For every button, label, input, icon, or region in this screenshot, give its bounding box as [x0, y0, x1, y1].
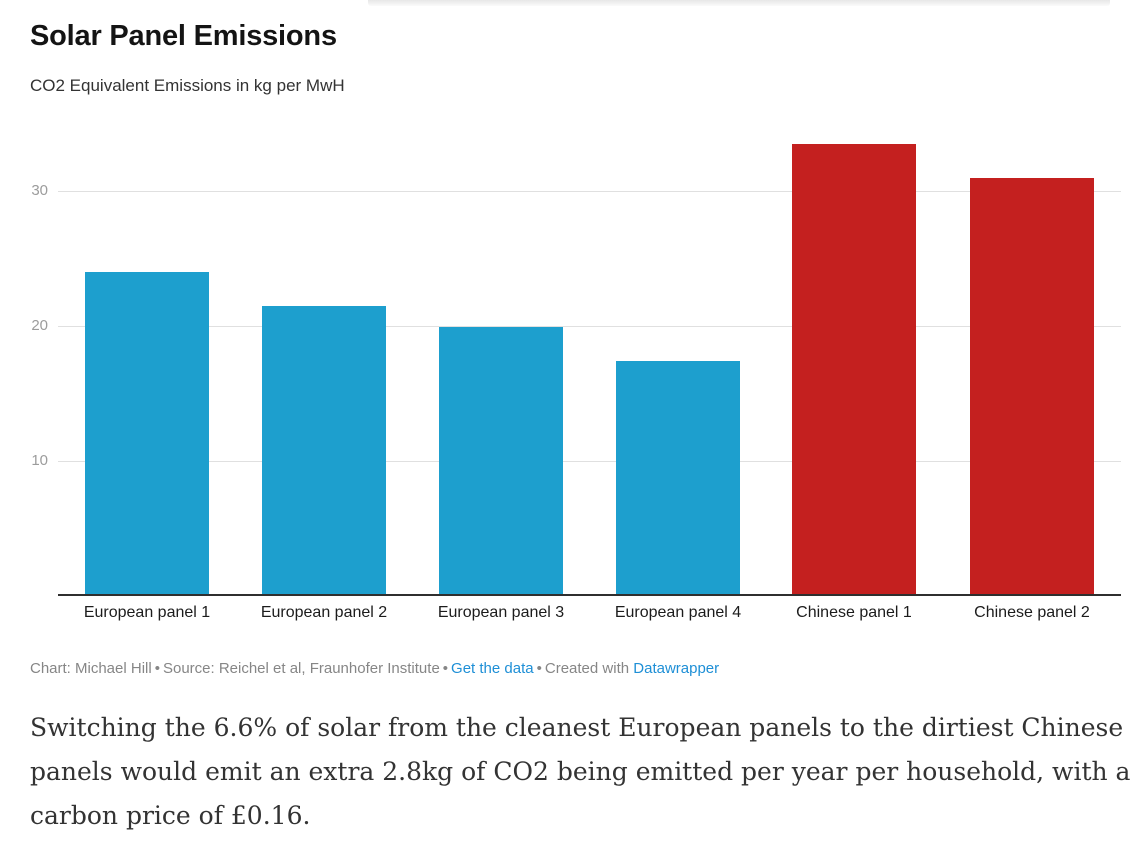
commentary-lines: Switching the 6.6% of solar from the cle…: [30, 706, 1130, 838]
footer-separator: •: [442, 660, 449, 677]
commentary-line: Switching the 6.6% of solar from the cle…: [30, 713, 1124, 742]
x-axis-label-european-panel-2: European panel 2: [260, 604, 388, 621]
chart-footer: Chart: Michael Hill • Source: Reichel et a…: [30, 660, 719, 677]
bar-european-panel-2[interactable]: [262, 305, 386, 594]
y-axis-tick-label: 30: [31, 182, 48, 199]
bar-chinese-panel-2[interactable]: [970, 177, 1094, 594]
gridline: [58, 191, 1121, 192]
x-axis-line: [58, 594, 1121, 596]
gridline: [58, 326, 1121, 327]
bar-european-panel-1[interactable]: [85, 272, 209, 594]
footer-created-with: Created with: [544, 660, 630, 677]
bar-european-panel-3[interactable]: [439, 327, 563, 594]
footer-credit: Chart: Michael Hill: [30, 660, 152, 677]
x-axis-label-european-panel-1: European panel 1: [83, 604, 211, 621]
chart-subtitle: CO2 Equivalent Emissions in kg per MwH: [30, 76, 345, 95]
get-the-data-link[interactable]: Get the data: [451, 660, 534, 677]
bar-chinese-panel-1[interactable]: [792, 143, 916, 594]
gridline: [58, 461, 1121, 462]
chart-title: Solar Panel Emissions: [30, 20, 337, 52]
x-axis-label-european-panel-3: European panel 3: [437, 604, 565, 621]
bar-european-panel-4[interactable]: [616, 361, 740, 594]
y-axis-tick-label: 10: [31, 452, 48, 469]
footer-separator: •: [154, 660, 160, 677]
footer-source: Source: Reichel et al, Fraunhofer Instit…: [162, 660, 440, 677]
commentary-line: panels would emit an extra 2.8kg of CO2 …: [30, 757, 1131, 786]
top-strip-artifact: [368, 0, 1110, 6]
x-axis-label-chinese-panel-2: Chinese panel 2: [974, 604, 1090, 621]
x-axis-label-chinese-panel-1: Chinese panel 1: [796, 604, 912, 621]
y-axis-tick-label: 20: [31, 317, 48, 334]
x-axis-label-european-panel-4: European panel 4: [614, 604, 742, 621]
datawrapper-link[interactable]: Datawrapper: [633, 660, 720, 677]
footer-separator: •: [536, 660, 542, 677]
commentary-line: carbon price of £0.16.: [30, 801, 311, 830]
